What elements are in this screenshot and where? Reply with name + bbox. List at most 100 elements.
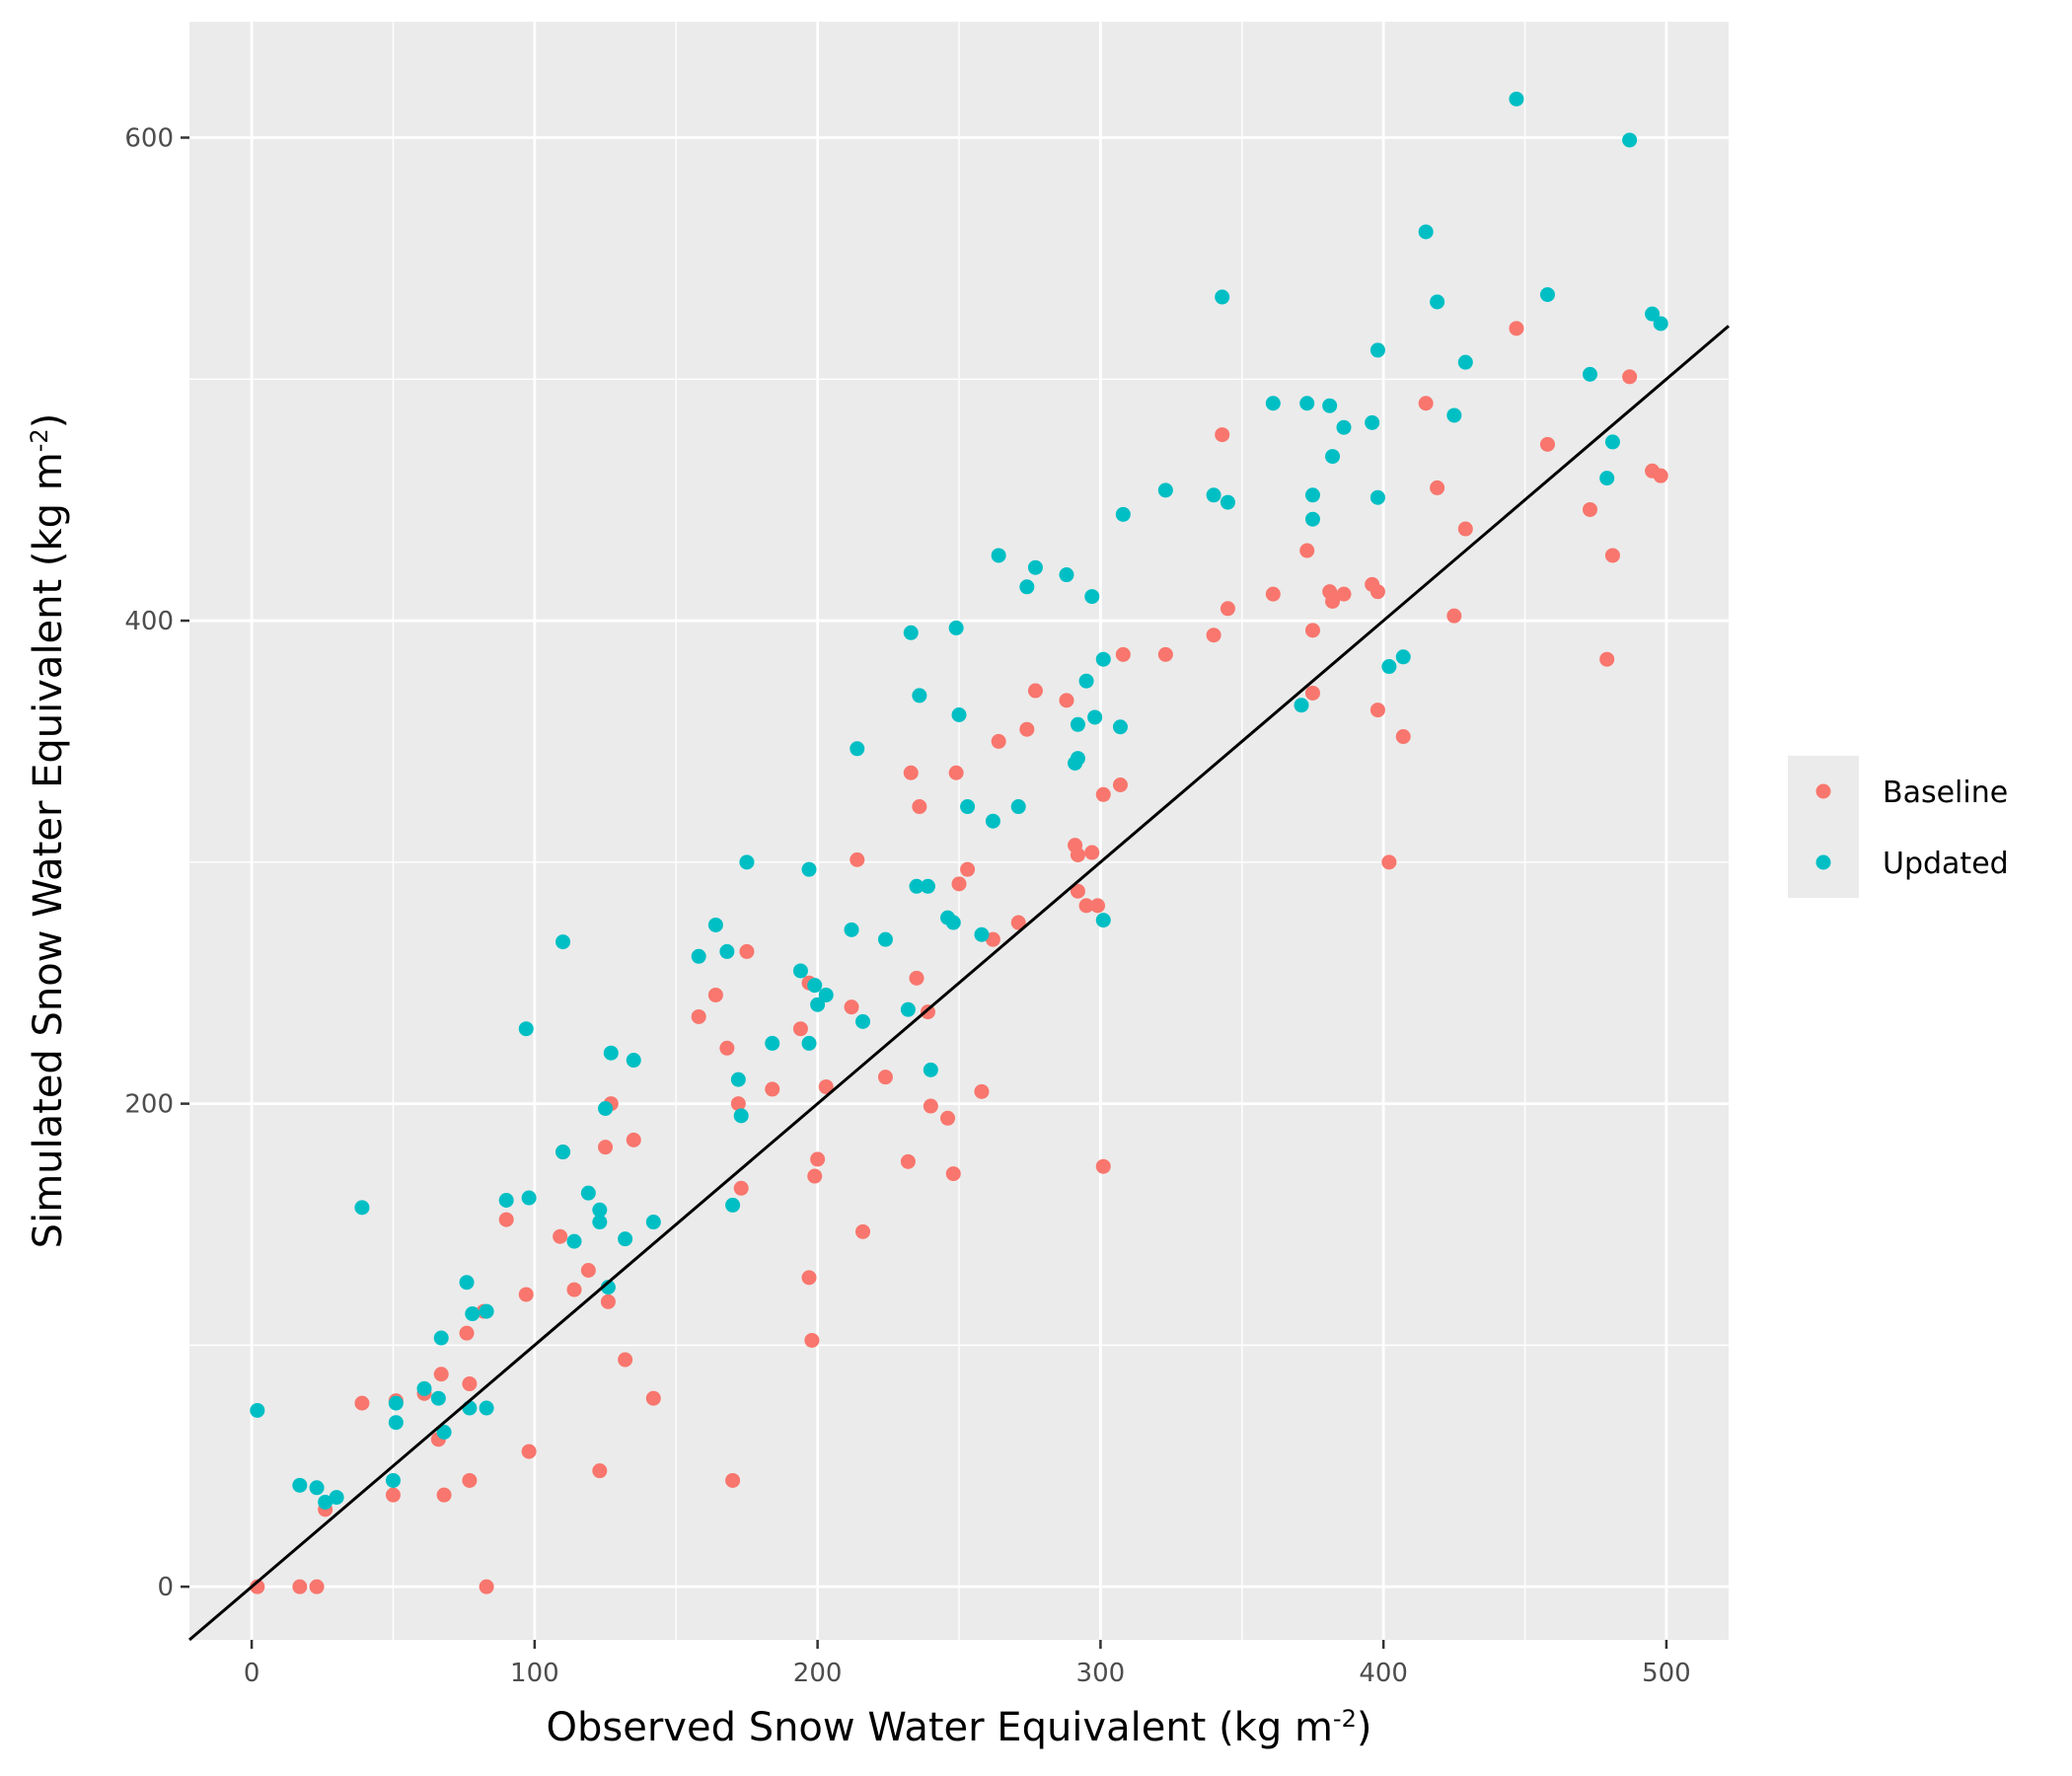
- legend: Baseline Updated: [1788, 756, 2009, 898]
- updated-point: [626, 1053, 641, 1069]
- baseline-point: [1095, 1158, 1111, 1174]
- updated-point: [1078, 673, 1094, 689]
- updated-point: [1395, 649, 1411, 665]
- updated-point: [600, 1280, 616, 1295]
- baseline-point: [1078, 898, 1094, 914]
- baseline-point: [1336, 586, 1352, 602]
- baseline-point: [1070, 847, 1085, 862]
- baseline-point: [1090, 898, 1106, 914]
- baseline-point: [498, 1212, 514, 1227]
- updated-point: [1430, 294, 1445, 310]
- baseline-point: [1157, 646, 1173, 662]
- baseline-point: [462, 1376, 478, 1392]
- updated-point: [329, 1490, 344, 1506]
- baseline-point: [1430, 480, 1445, 495]
- updated-point: [951, 707, 967, 723]
- legend-baseline-label: Baseline: [1883, 776, 2008, 810]
- baseline-point: [1095, 786, 1111, 802]
- updated-point: [1087, 709, 1103, 725]
- x-tick-label: 0: [244, 1659, 260, 1688]
- updated-point: [818, 987, 834, 1002]
- baseline-point: [1084, 845, 1100, 860]
- updated-point: [1604, 434, 1620, 450]
- updated-point: [974, 926, 990, 942]
- updated-point: [645, 1215, 661, 1230]
- baseline-point: [553, 1228, 568, 1244]
- updated-point: [1369, 489, 1385, 505]
- baseline-point: [1304, 623, 1320, 638]
- baseline-point: [1070, 883, 1085, 899]
- baseline-point: [855, 1223, 870, 1239]
- updated-point: [416, 1380, 432, 1396]
- updated-point: [250, 1402, 265, 1418]
- updated-point: [1095, 913, 1111, 928]
- baseline-point: [1115, 646, 1131, 662]
- updated-point: [1294, 698, 1309, 713]
- updated-point: [807, 978, 823, 994]
- baseline-point: [1265, 586, 1281, 602]
- updated-point: [1539, 287, 1555, 303]
- x-tick-label: 200: [793, 1659, 843, 1688]
- legend-updated-key: [1815, 854, 1831, 870]
- baseline-point: [850, 851, 865, 867]
- y-axis-title-end: ): [26, 413, 71, 429]
- baseline-point: [818, 1078, 834, 1094]
- baseline-point: [940, 1110, 956, 1126]
- x-tick-label: 400: [1359, 1659, 1408, 1688]
- baseline-point: [385, 1487, 401, 1503]
- updated-point: [309, 1480, 325, 1496]
- updated-point: [1365, 414, 1380, 430]
- baseline-point: [1304, 685, 1320, 701]
- updated-point: [598, 1100, 614, 1116]
- baseline-point: [730, 1096, 746, 1112]
- updated-point: [725, 1197, 741, 1213]
- baseline-point: [909, 970, 925, 986]
- baseline-point: [951, 876, 967, 892]
- baseline-point: [739, 943, 755, 959]
- updated-point: [1112, 719, 1128, 735]
- updated-point: [1027, 559, 1043, 575]
- updated-point: [792, 963, 808, 979]
- baseline-point: [1395, 729, 1411, 745]
- updated-point: [555, 934, 571, 950]
- updated-point: [1325, 449, 1341, 465]
- updated-point: [1157, 482, 1173, 498]
- updated-point: [1457, 354, 1473, 370]
- baseline-point: [903, 765, 919, 780]
- baseline-point: [985, 931, 1000, 947]
- baseline-point: [1457, 521, 1473, 537]
- baseline-point: [1220, 601, 1235, 617]
- updated-point: [1653, 316, 1668, 332]
- baseline-point: [719, 1040, 735, 1056]
- y-tick-label: 400: [124, 607, 174, 636]
- one-to-one-reference-line: [188, 325, 1730, 1642]
- x-tick-label: 300: [1076, 1659, 1126, 1688]
- updated-point: [430, 1390, 446, 1406]
- baseline-point: [600, 1294, 616, 1309]
- baseline-point: [1381, 854, 1397, 870]
- updated-point: [801, 861, 817, 877]
- updated-point: [385, 1472, 401, 1488]
- baseline-point: [725, 1472, 741, 1488]
- updated-point: [555, 1145, 571, 1160]
- baseline-point: [923, 1098, 938, 1114]
- updated-point: [1070, 716, 1085, 732]
- updated-point: [1336, 419, 1352, 435]
- updated-point: [1418, 224, 1434, 240]
- baseline-point: [566, 1282, 582, 1297]
- updated-point: [462, 1400, 478, 1416]
- updated-point: [733, 1108, 749, 1124]
- y-axis-ticks: 0 200 400 600: [124, 123, 189, 1602]
- baseline-point: [1369, 584, 1385, 600]
- updated-point: [900, 1001, 916, 1017]
- x-axis-title-exponent: -2: [1333, 1705, 1357, 1733]
- baseline-point: [598, 1140, 614, 1155]
- baseline-point: [518, 1287, 534, 1302]
- updated-point: [1299, 396, 1315, 411]
- legend-updated-label: Updated: [1883, 847, 2009, 881]
- y-tick-label: 0: [157, 1573, 174, 1602]
- updated-point: [1095, 651, 1111, 667]
- updated-point: [498, 1193, 514, 1209]
- updated-point: [1645, 306, 1661, 322]
